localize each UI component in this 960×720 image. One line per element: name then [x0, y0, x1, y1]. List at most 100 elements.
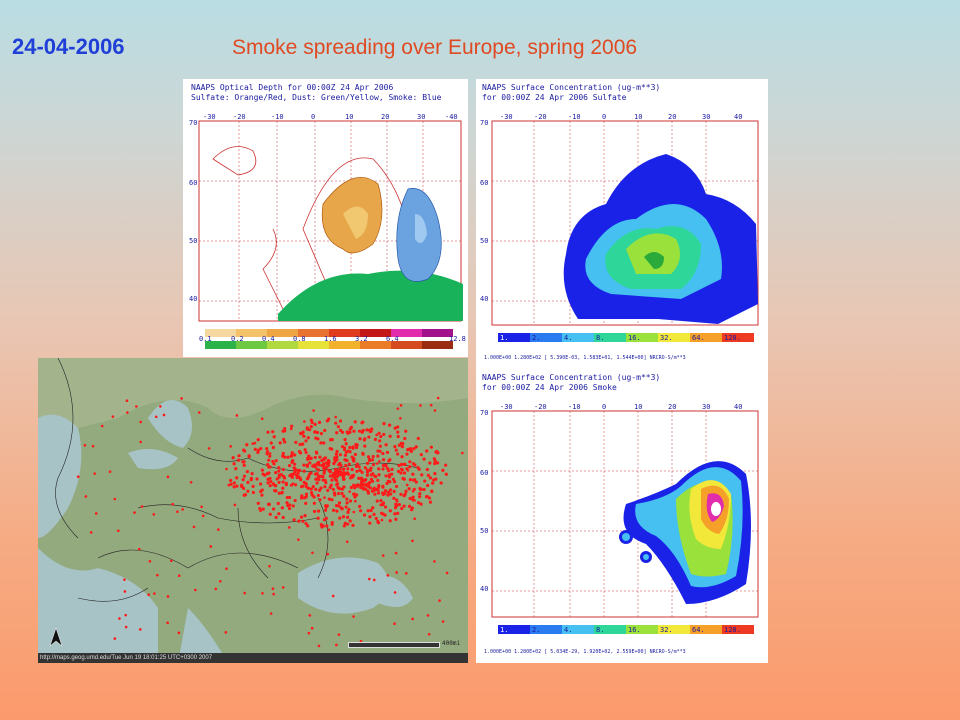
fire-point	[166, 595, 170, 598]
fire-point	[133, 511, 136, 514]
fire-point	[334, 421, 338, 425]
fire-point	[348, 430, 352, 434]
fire-point	[399, 441, 403, 445]
fire-point	[306, 457, 310, 461]
fire-point	[303, 481, 307, 485]
fire-point	[381, 484, 385, 489]
fire-point	[313, 422, 317, 426]
fire-point	[249, 476, 254, 481]
fire-point	[397, 443, 401, 447]
fire-point	[461, 451, 464, 455]
fire-point	[395, 500, 399, 503]
fire-point	[355, 469, 359, 473]
fire-point	[324, 461, 328, 465]
fire-point	[318, 455, 322, 459]
fire-point	[425, 467, 429, 472]
fire-point	[274, 484, 278, 488]
fire-point	[247, 454, 251, 459]
fire-dots	[76, 396, 464, 648]
fire-point	[253, 441, 257, 445]
fire-point	[345, 430, 349, 434]
fire-point	[326, 419, 330, 422]
fire-point	[408, 465, 412, 469]
fire-point	[331, 473, 335, 477]
fire-point	[305, 427, 309, 431]
fire-point	[337, 501, 342, 505]
smoke-panel: NAAPS Surface Concentration (ug-m**3) fo…	[476, 369, 768, 663]
fire-point	[309, 456, 313, 460]
fire-point	[344, 463, 348, 468]
fire-point	[269, 479, 273, 484]
fire-point	[425, 449, 429, 453]
fire-point	[413, 517, 416, 521]
fire-point	[288, 495, 292, 500]
fire-point	[324, 505, 328, 510]
fire-point	[366, 489, 370, 493]
fire-point	[396, 430, 400, 434]
fire-point	[359, 485, 363, 490]
fire-point	[177, 631, 181, 635]
fire-point	[405, 483, 409, 487]
fire-point	[334, 477, 338, 481]
fire-point	[408, 478, 412, 482]
fire-point	[394, 484, 399, 489]
fire-point	[308, 461, 312, 465]
fire-point	[275, 477, 279, 481]
fire-point	[347, 507, 351, 512]
fire-point	[265, 447, 269, 451]
fire-point	[317, 474, 322, 479]
fire-point	[291, 482, 295, 486]
fire-point	[340, 430, 345, 434]
fire-point	[412, 478, 417, 482]
fire-point	[311, 485, 315, 489]
fire-point	[355, 462, 359, 466]
fire-point	[256, 438, 260, 442]
sulfate-map	[491, 120, 759, 326]
fire-point	[242, 463, 246, 467]
fire-point	[171, 502, 174, 506]
map-scale	[348, 642, 440, 648]
fire-point	[91, 444, 95, 448]
fire-point	[214, 587, 218, 591]
legend-label: 32.	[660, 334, 673, 342]
fire-point	[432, 478, 436, 482]
optical-line2: Sulfate: Orange/Red, Dust: Green/Yellow,…	[191, 93, 442, 102]
fire-point	[323, 456, 328, 460]
fire-point	[268, 454, 272, 458]
fire-point	[321, 474, 325, 479]
fire-point	[271, 430, 275, 434]
fire-point	[123, 590, 127, 593]
fire-point	[338, 468, 342, 472]
fire-point	[280, 506, 284, 510]
fire-point	[340, 445, 345, 449]
fire-point	[126, 411, 129, 414]
fire-point	[408, 496, 412, 501]
fire-point	[312, 501, 316, 505]
fire-point	[267, 458, 271, 462]
fire-point	[404, 489, 408, 493]
fire-point	[354, 445, 359, 450]
fire-point	[200, 505, 203, 509]
fire-point	[360, 470, 364, 474]
fire-locations-map: 400mi http://maps.geog.umd.edu/Tue Jun 1…	[38, 358, 468, 663]
fire-point	[152, 513, 156, 516]
fire-point	[441, 620, 445, 623]
lon-tick: 10	[634, 403, 643, 411]
fire-point	[407, 487, 411, 491]
fire-point	[338, 419, 343, 423]
fire-point	[339, 463, 343, 467]
fire-point	[302, 469, 306, 473]
fire-point	[338, 453, 342, 457]
fire-point	[364, 487, 368, 491]
lat-tick: 40	[189, 295, 198, 303]
fire-point	[368, 429, 372, 434]
fire-point	[433, 471, 437, 476]
legend-label: 8.	[596, 334, 605, 342]
lon-tick: 40	[734, 113, 743, 121]
fire-point	[232, 481, 236, 485]
fire-point	[318, 488, 322, 492]
fire-point	[330, 522, 334, 526]
fire-point	[444, 472, 448, 476]
fire-point	[286, 455, 290, 459]
fire-point	[83, 443, 87, 447]
